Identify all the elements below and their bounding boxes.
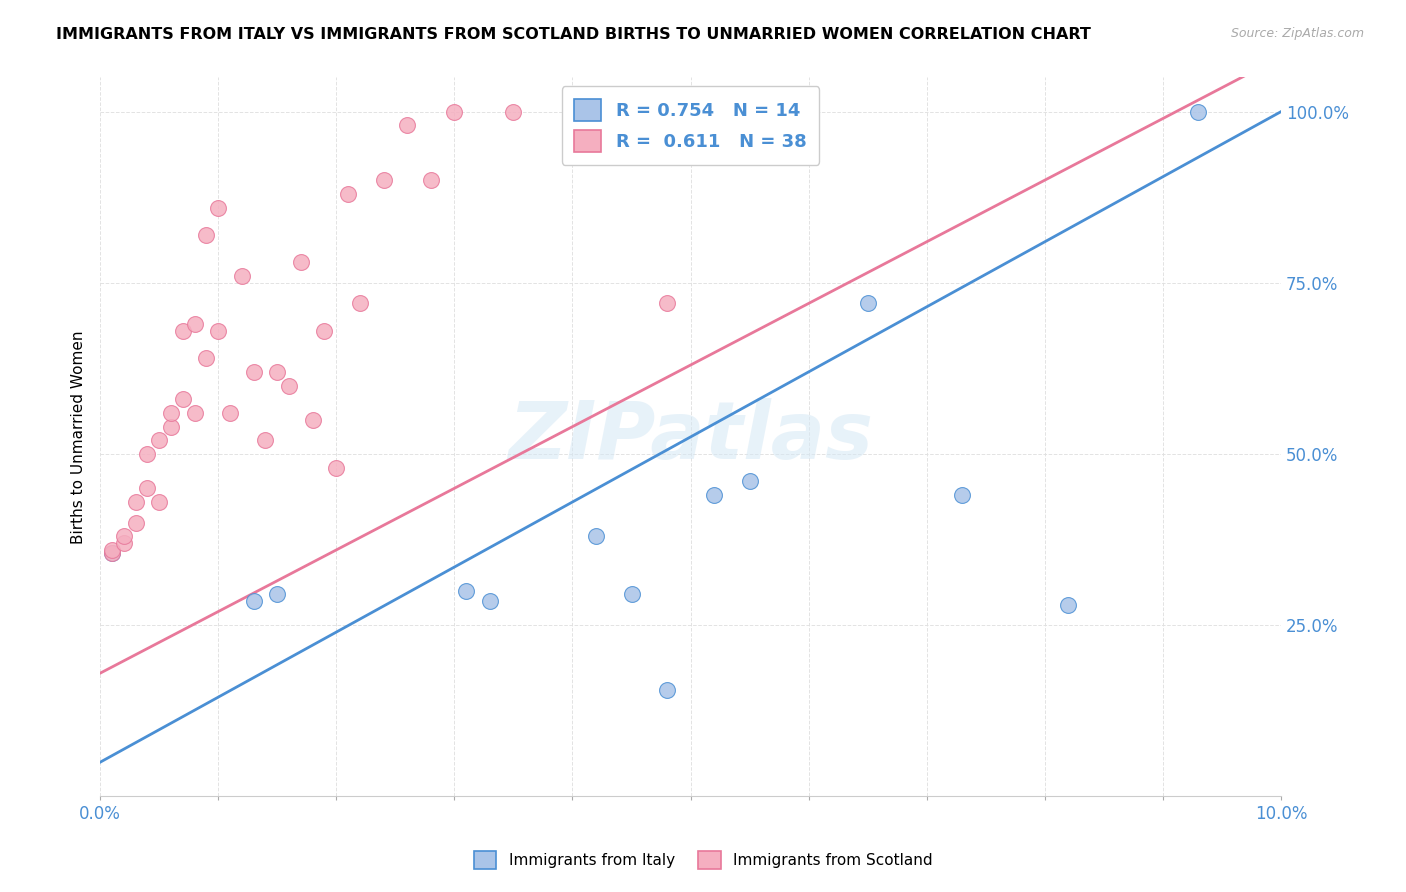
Point [254, 434, 277, 448]
Point [160, 406, 183, 420]
Point [172, 324, 194, 338]
Point [325, 460, 347, 475]
Legend: R = 0.754   N = 14, R =  0.611   N = 38: R = 0.754 N = 14, R = 0.611 N = 38 [562, 87, 820, 165]
Point [136, 481, 159, 495]
Point [207, 324, 229, 338]
Point [396, 119, 419, 133]
Point [738, 475, 761, 489]
Point [1057, 598, 1080, 612]
Point [301, 413, 323, 427]
Point [443, 104, 465, 119]
Point [242, 365, 264, 379]
Point [478, 594, 501, 608]
Point [172, 392, 194, 407]
Point [456, 584, 478, 599]
Point [502, 104, 524, 119]
Point [136, 447, 159, 461]
Point [314, 324, 336, 338]
Text: IMMIGRANTS FROM ITALY VS IMMIGRANTS FROM SCOTLAND BIRTHS TO UNMARRIED WOMEN CORR: IMMIGRANTS FROM ITALY VS IMMIGRANTS FROM… [56, 27, 1091, 42]
Point [101, 546, 124, 560]
Point [278, 378, 301, 392]
Legend: Immigrants from Italy, Immigrants from Scotland: Immigrants from Italy, Immigrants from S… [467, 845, 939, 875]
Point [349, 296, 371, 310]
Point [124, 516, 146, 530]
Text: ZIPatlas: ZIPatlas [508, 398, 873, 476]
Text: Source: ZipAtlas.com: Source: ZipAtlas.com [1230, 27, 1364, 40]
Y-axis label: Births to Unmarried Women: Births to Unmarried Women [72, 330, 86, 544]
Point [655, 296, 678, 310]
Point [266, 365, 288, 379]
Point [419, 173, 441, 187]
Point [112, 536, 135, 550]
Point [620, 587, 643, 601]
Point [856, 296, 879, 310]
Point [219, 406, 242, 420]
Point [290, 255, 312, 269]
Point [703, 488, 725, 502]
Point [148, 434, 170, 448]
Point [101, 543, 124, 558]
Point [207, 201, 229, 215]
Point [337, 186, 360, 201]
Point [183, 406, 205, 420]
Point [585, 529, 607, 543]
Point [266, 587, 288, 601]
Point [183, 317, 205, 331]
Point [112, 529, 135, 543]
Point [148, 495, 170, 509]
Point [231, 268, 253, 283]
Point [950, 488, 973, 502]
Point [101, 546, 124, 560]
Point [195, 227, 218, 242]
Point [242, 594, 264, 608]
Point [655, 683, 678, 698]
Point [160, 419, 183, 434]
Point [124, 495, 146, 509]
Point [1187, 104, 1209, 119]
Point [195, 351, 218, 366]
Point [373, 173, 395, 187]
